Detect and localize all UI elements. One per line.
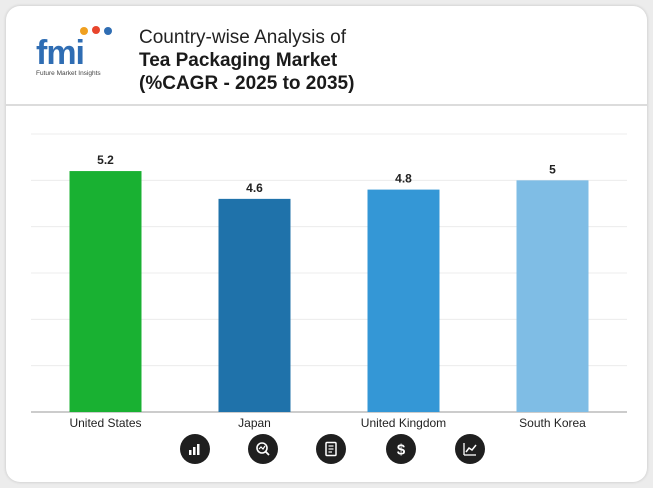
data-label: 5 bbox=[549, 162, 556, 176]
bar-south-korea[interactable] bbox=[516, 180, 589, 412]
logo-text: fmi bbox=[36, 34, 85, 72]
data-label: 4.6 bbox=[246, 181, 263, 195]
dollar-icon[interactable]: $ bbox=[386, 434, 416, 464]
header-divider bbox=[6, 104, 647, 106]
report-icon[interactable] bbox=[316, 434, 346, 464]
title-line-1: Country-wise Analysis of bbox=[139, 27, 346, 48]
svg-text:$: $ bbox=[397, 442, 406, 459]
x-tick-label: United States bbox=[69, 416, 141, 430]
bar-united-states[interactable] bbox=[69, 171, 142, 412]
x-tick-label: Japan bbox=[238, 416, 271, 430]
chart-card: fmi Future Market Insights Country-wise … bbox=[6, 6, 647, 482]
chart-title: Country-wise Analysis of Tea Packaging M… bbox=[139, 26, 354, 95]
logo-dots-icon bbox=[80, 26, 112, 35]
bar-united-kingdom[interactable] bbox=[367, 189, 440, 412]
x-tick-label: South Korea bbox=[519, 416, 586, 430]
logo-tagline: Future Market Insights bbox=[36, 70, 101, 77]
header: fmi Future Market Insights Country-wise … bbox=[6, 6, 647, 104]
data-label: 5.2 bbox=[97, 153, 114, 167]
title-line-2: Tea Packaging Market bbox=[139, 50, 338, 71]
x-tick-label: United Kingdom bbox=[361, 416, 446, 430]
trend-chart-icon[interactable] bbox=[455, 434, 485, 464]
bar-chart-icon[interactable] bbox=[180, 434, 210, 464]
bar-japan[interactable] bbox=[218, 198, 291, 412]
bar-chart: 5.2 United States 4.6 Japan 4.8 United Kingdo… bbox=[31, 133, 627, 430]
footer-icon-bar: $ bbox=[6, 430, 647, 470]
analysis-icon[interactable] bbox=[248, 434, 278, 464]
fmi-logo: fmi Future Market Insights bbox=[36, 24, 126, 80]
data-label: 4.8 bbox=[395, 172, 412, 186]
title-line-3: (%CAGR - 2025 to 2035) bbox=[139, 73, 355, 94]
